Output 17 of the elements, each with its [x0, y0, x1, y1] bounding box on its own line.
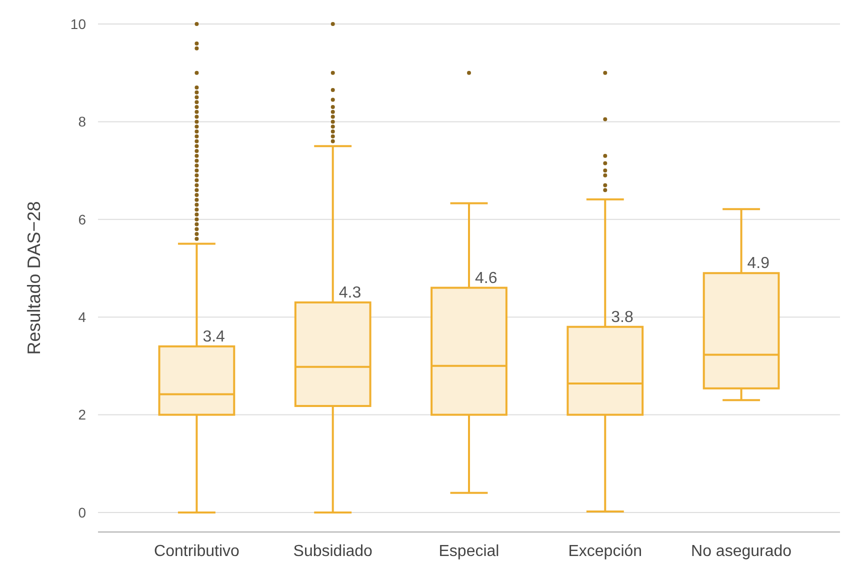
y-tick-label: 8 [78, 114, 86, 130]
annotation: 4.6 [475, 270, 498, 287]
y-tick-label: 4 [78, 308, 86, 325]
annotation: 4.3 [338, 284, 362, 302]
y-tick-label: 2 [78, 406, 86, 423]
y-tick-label: 0 [78, 504, 86, 520]
y-tick-label: 10 [70, 16, 86, 32]
x-tick-label: Contributivo [154, 543, 240, 560]
x-tick-label: Excepción [568, 543, 642, 560]
y-tick-label: 6 [78, 211, 86, 228]
annotation: 4.9 [747, 255, 770, 272]
x-tick-label: Especial [438, 543, 500, 560]
annotation: 3.4 [202, 328, 226, 346]
y-axis-title: Resultado DAS−28 [24, 201, 44, 355]
x-tick-label: Subsidiado [293, 543, 373, 560]
annotation: 3.8 [611, 308, 634, 326]
x-tick-label: No asegurado [691, 543, 792, 560]
